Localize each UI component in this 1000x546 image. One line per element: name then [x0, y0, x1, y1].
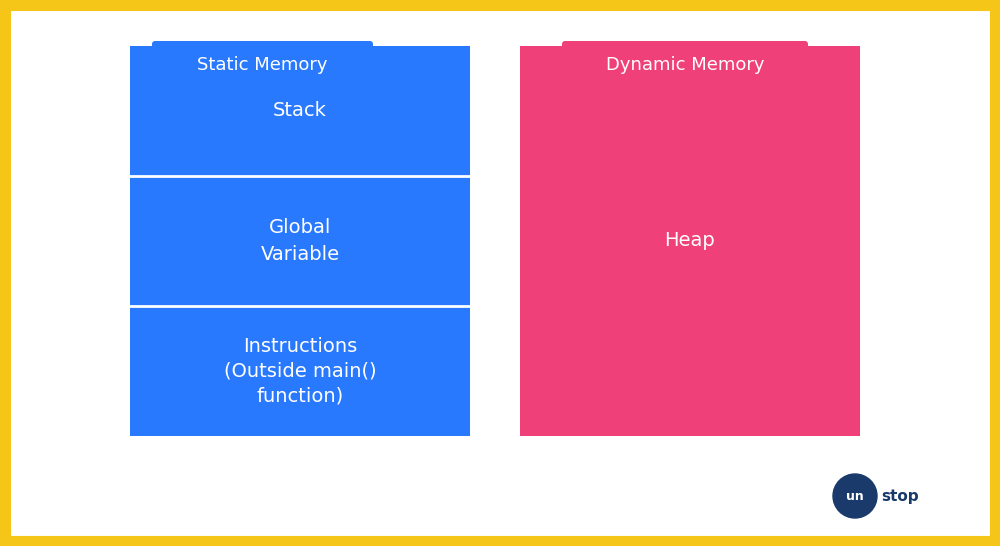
- Text: un: un: [846, 490, 864, 502]
- Text: Static Memory: Static Memory: [197, 56, 328, 74]
- Text: Stack: Stack: [273, 102, 327, 121]
- Text: Instructions
(Outside main()
function): Instructions (Outside main() function): [224, 336, 376, 406]
- FancyBboxPatch shape: [152, 41, 373, 89]
- Text: stop: stop: [881, 489, 919, 503]
- Text: Heap: Heap: [665, 232, 715, 251]
- Bar: [130, 46, 470, 436]
- FancyBboxPatch shape: [562, 41, 808, 89]
- Text: Dynamic Memory: Dynamic Memory: [606, 56, 764, 74]
- Circle shape: [833, 474, 877, 518]
- Bar: [520, 46, 860, 436]
- Text: Global
Variable: Global Variable: [260, 218, 340, 264]
